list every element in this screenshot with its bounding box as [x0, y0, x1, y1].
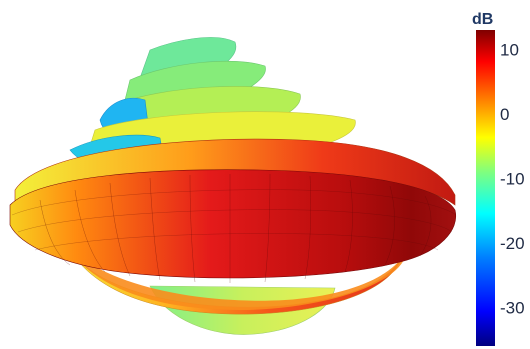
colorbar-title: dB	[472, 11, 493, 28]
ring-meridians	[39, 173, 432, 283]
main-ring	[9, 169, 457, 279]
colorbar-ticks: 10 0 -10 -20 -30	[500, 40, 525, 317]
colorbar-tick-label: 0	[500, 105, 509, 124]
colorbar-tick-label: -20	[500, 234, 525, 253]
lower-band-body	[60, 235, 410, 310]
colorbar: dB 10 0 -10 -20 -30	[472, 11, 525, 346]
colorbar-tick-label: -10	[500, 169, 525, 188]
colorbar-gradient	[476, 30, 495, 346]
colorbar-tick-label: 10	[500, 40, 519, 59]
radiation-pattern-3d	[9, 37, 457, 335]
colorbar-tick-label: -30	[500, 298, 525, 317]
